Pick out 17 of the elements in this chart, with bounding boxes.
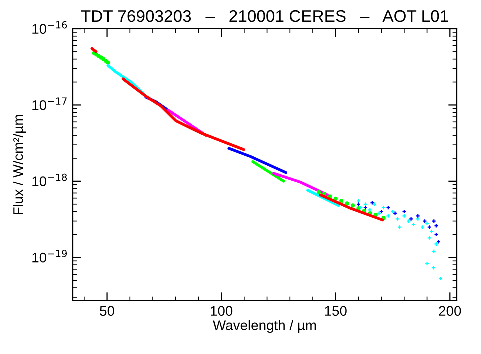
x-tick-label: 200 (439, 306, 462, 316)
point (339, 199, 344, 204)
y-tick-label: 10$^{−19}$ (32, 250, 68, 263)
x-tick-label: 100 (211, 306, 233, 316)
y-axis-title: Flux / W/cm²/µm (13, 115, 26, 215)
y-tick-label: 10$^{−17}$ (32, 98, 67, 110)
point (350, 204, 356, 208)
x-tick-label: 150 (325, 306, 347, 316)
y-tick-label: 10$^{−16}$ (32, 21, 68, 34)
line-series (122, 78, 246, 152)
point (316, 190, 322, 194)
point (106, 60, 110, 65)
point (345, 202, 350, 206)
x-axis-title: Wavelength / µm (213, 320, 316, 334)
y-tick-label: 10$^{−18}$ (32, 174, 68, 186)
x-tick-label: 50 (100, 306, 114, 316)
chart-title: TDT 76903203 – 210001 CERES – AOT L01 (81, 10, 448, 22)
